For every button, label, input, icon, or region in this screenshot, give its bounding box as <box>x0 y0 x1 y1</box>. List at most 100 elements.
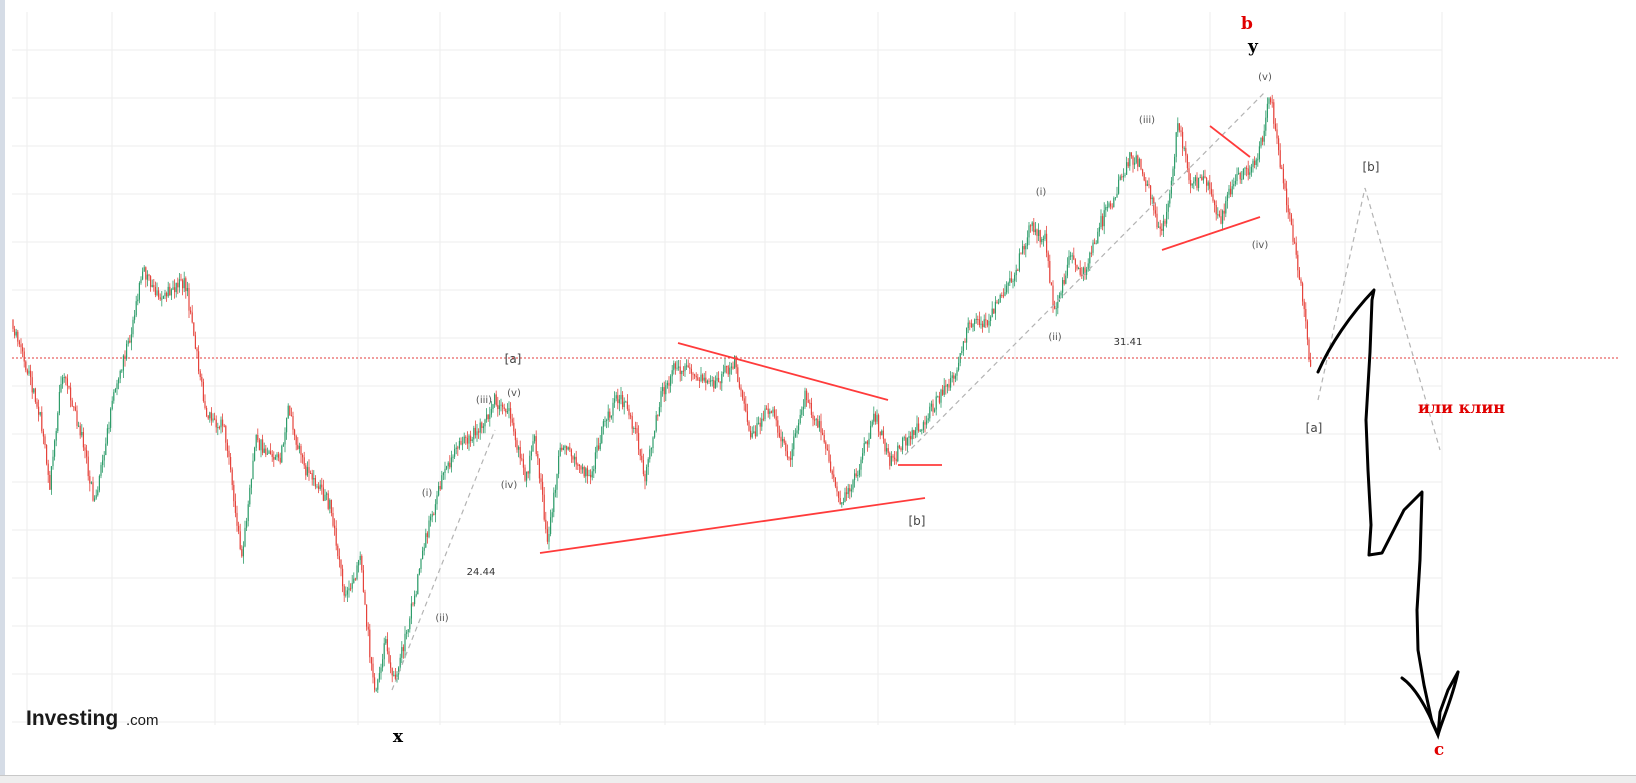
candle-up <box>678 366 680 368</box>
candle-down <box>1148 184 1150 186</box>
candle-up <box>274 457 276 460</box>
candle-down <box>679 366 681 374</box>
candle-down <box>278 454 280 458</box>
candle-up <box>1009 278 1011 283</box>
candle-up <box>94 498 96 501</box>
candle-down <box>924 422 926 425</box>
candle-up <box>1260 137 1262 147</box>
candle-down <box>258 440 260 451</box>
candle-down <box>1286 188 1288 206</box>
bottom-scrollbar[interactable] <box>0 775 1636 783</box>
candle-down <box>866 441 868 445</box>
candle-up <box>132 319 134 335</box>
candle-up <box>1222 210 1224 224</box>
candle-up <box>326 493 328 495</box>
candle-down <box>334 525 336 529</box>
candle-down <box>129 340 131 343</box>
candle-down <box>41 412 43 432</box>
candle-down <box>89 476 91 484</box>
candle-up <box>916 423 918 431</box>
candle-down <box>695 375 697 378</box>
candle-down <box>766 408 768 410</box>
candle-down <box>236 512 238 526</box>
candle-up <box>358 560 360 566</box>
candle-up <box>844 492 846 502</box>
candle-down <box>1302 283 1304 302</box>
candle-up <box>1057 301 1059 309</box>
candle-down <box>303 457 305 466</box>
candle-up <box>930 403 932 407</box>
candle-down <box>1159 226 1161 229</box>
candle-down <box>225 426 227 443</box>
candle-down <box>737 367 739 382</box>
candle-up <box>492 404 494 409</box>
candle-up <box>958 362 960 371</box>
candle-up <box>862 453 864 460</box>
wave-label-c: c <box>1434 740 1444 760</box>
candle-up <box>506 411 508 413</box>
candle-up <box>1103 210 1105 227</box>
svg-text:Investing: Investing <box>26 707 118 730</box>
candle-down <box>1230 188 1232 195</box>
candle-up <box>615 395 617 399</box>
candle-up <box>518 447 520 450</box>
candle-up <box>1236 174 1238 181</box>
candle-down <box>1046 233 1048 253</box>
candle-up <box>452 456 454 458</box>
candle-up <box>655 415 657 431</box>
candle-down <box>1204 176 1206 178</box>
candle-up <box>956 370 958 376</box>
candle-down <box>265 448 267 455</box>
candle-down <box>350 588 352 590</box>
candle-up <box>417 574 419 595</box>
candle-up <box>940 389 942 403</box>
candle-up <box>60 384 62 392</box>
candle-up <box>425 533 427 548</box>
candle-up <box>1060 292 1062 296</box>
candle-up <box>1198 177 1200 188</box>
candle-down <box>657 415 659 417</box>
candle-up <box>263 448 265 453</box>
candle-up <box>1263 130 1265 142</box>
candle-down <box>1271 102 1273 104</box>
candle-down <box>14 328 16 336</box>
candle-up <box>730 366 732 368</box>
candle-up <box>1086 269 1088 275</box>
candle-down <box>788 457 790 459</box>
candle-down <box>1190 180 1192 186</box>
candle-up <box>1228 188 1230 195</box>
candle-down <box>1137 155 1139 167</box>
candle-down <box>812 414 814 420</box>
candle-up <box>254 447 256 461</box>
candle-up <box>1234 180 1236 184</box>
candle-down <box>402 647 404 652</box>
candle-up <box>934 409 936 412</box>
candle-down <box>1278 138 1280 151</box>
candle-down <box>689 367 691 369</box>
candle-up <box>489 414 491 419</box>
candle-down <box>1140 159 1142 170</box>
candle-down <box>439 486 441 490</box>
candle-down <box>1178 123 1180 131</box>
candle-up <box>407 629 409 633</box>
candle-down <box>223 425 225 427</box>
candle-up <box>722 372 724 374</box>
candle-up <box>908 436 910 438</box>
candle-up <box>782 439 784 442</box>
candle-up <box>865 441 867 444</box>
wedge-lower-line <box>1161 216 1261 251</box>
candle-up <box>415 594 417 596</box>
candle-down <box>1209 182 1211 189</box>
candle-up <box>1124 174 1126 176</box>
candle-up <box>967 322 969 328</box>
candle-down <box>158 290 160 298</box>
candle-down <box>964 341 966 343</box>
candle-down <box>1282 169 1284 184</box>
candle-up <box>961 351 963 354</box>
candle-down <box>294 429 296 436</box>
candle-up <box>423 547 425 551</box>
candle-down <box>1297 254 1299 271</box>
candle-up <box>1068 255 1070 265</box>
candle-down <box>687 365 689 368</box>
candle-up <box>1172 168 1174 181</box>
